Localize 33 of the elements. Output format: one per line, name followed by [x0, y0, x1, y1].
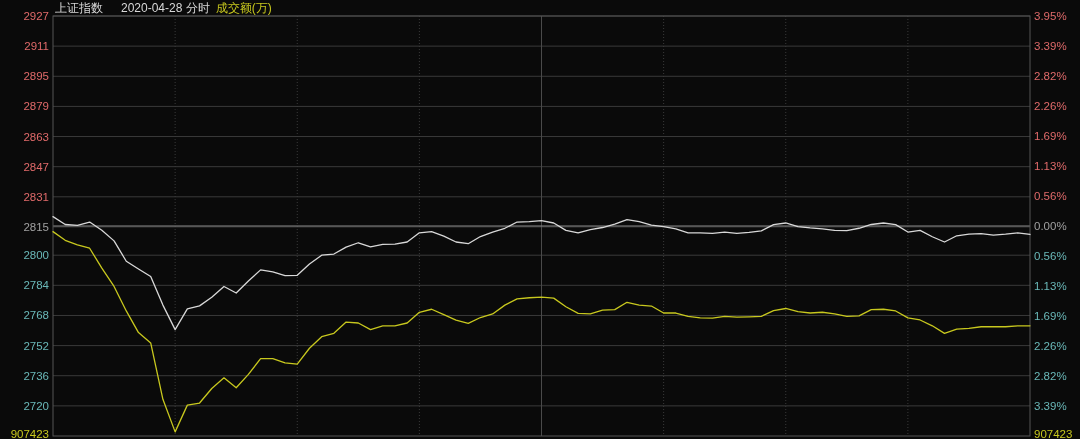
y-tick-label: 2831 [23, 190, 49, 203]
y2-tick-label: 1.69% [1034, 130, 1067, 143]
y2-tick-label: 1.13% [1034, 159, 1067, 172]
y-tick-label: 2800 [23, 249, 49, 262]
y2-tick-label: 3.39% [1034, 400, 1067, 413]
y-tick-label: 2879 [23, 100, 49, 113]
y2-tick-label: 0.56% [1034, 190, 1067, 203]
y2-tick-label: 0.00% [1034, 220, 1067, 232]
y-tick-label: 2847 [23, 160, 49, 173]
y-tick-label: 2752 [23, 339, 49, 352]
text: 907423 [10, 428, 49, 439]
y2-tick-label: 2.26% [1034, 340, 1067, 353]
y2-tick-label: 0.56% [1034, 249, 1067, 262]
text: 成交额(万) [215, 1, 272, 15]
y2-tick-label: 2.26% [1034, 99, 1067, 112]
text: 上证指数 [55, 1, 103, 15]
y2-tick-label: 1.13% [1034, 280, 1067, 293]
y-tick-label: 2720 [23, 399, 49, 412]
chart-title: 2020-04-28 分时 [121, 1, 210, 15]
y-tick-label: 2911 [24, 40, 49, 53]
y-tick-label: 2895 [23, 70, 49, 83]
text: 907423 [1034, 428, 1073, 439]
y-tick-label: 2863 [23, 130, 49, 143]
y-tick-label: 2784 [23, 279, 50, 292]
y-tick-label: 2768 [23, 309, 49, 322]
y-tick-label: 2815 [23, 220, 49, 233]
y2-tick-label: 1.69% [1034, 309, 1067, 322]
y2-tick-label: 2.82% [1034, 369, 1067, 382]
y2-tick-label: 3.39% [1034, 39, 1067, 52]
y2-tick-label: 3.95% [1034, 10, 1067, 22]
y-tick-label: 2736 [23, 369, 49, 382]
y2-tick-label: 2.82% [1034, 70, 1067, 83]
y-tick-label: 2927 [23, 10, 49, 22]
